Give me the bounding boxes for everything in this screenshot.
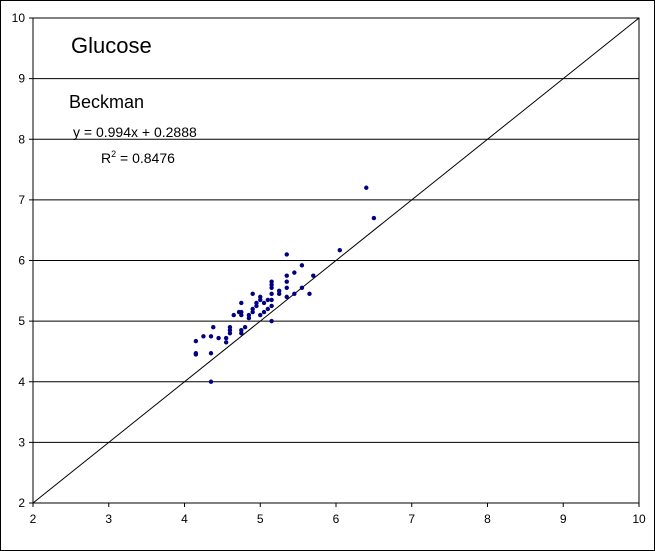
data-point [250, 291, 255, 297]
data-point [239, 309, 244, 315]
r-squared-prefix: R [101, 150, 111, 166]
data-point [242, 324, 248, 330]
data-point [254, 303, 259, 309]
r-squared-label: R2 = 0.8476 [101, 149, 175, 166]
data-point [269, 297, 274, 303]
x-tick-label: 8 [484, 512, 491, 526]
data-point [284, 252, 289, 257]
data-point [284, 285, 289, 290]
y-tick-label: 5 [18, 314, 25, 328]
y-tick-label: 6 [18, 254, 25, 268]
data-point [265, 306, 271, 312]
data-point [276, 288, 282, 294]
chart-subtitle: Beckman [69, 92, 144, 112]
data-point [227, 328, 233, 333]
data-point [337, 247, 342, 253]
identity-line [32, 17, 640, 504]
data-point [261, 300, 267, 306]
data-point [261, 309, 267, 315]
r-squared-superscript: 2 [111, 149, 116, 159]
axis-layer [29, 17, 640, 507]
data-point [208, 351, 214, 356]
data-point [258, 294, 263, 300]
data-point [246, 312, 252, 318]
regression-equation: y = 0.994x + 0.2888 [73, 124, 197, 140]
x-tick-label: 10 [632, 512, 646, 526]
data-point [299, 285, 305, 290]
data-point [284, 273, 289, 278]
y-tick-label: 9 [18, 72, 25, 86]
y-tick-label: 3 [18, 435, 25, 449]
data-point [231, 312, 236, 318]
data-point [265, 297, 271, 303]
data-point [311, 273, 316, 278]
tick-labels-layer: 2 3 4 5 6 7 8 9 10 2 3 4 5 6 7 8 9 10 [12, 11, 646, 526]
data-point [269, 291, 274, 297]
data-point [254, 300, 259, 306]
data-point [246, 315, 252, 321]
reference-line-layer [32, 17, 640, 504]
data-point [276, 291, 282, 297]
r-squared-value: = 0.8476 [116, 150, 175, 166]
data-point [292, 291, 297, 297]
x-tick-label: 2 [30, 512, 37, 526]
x-tick-label: 5 [257, 512, 264, 526]
data-point [208, 334, 214, 339]
chart-title: Glucose [71, 33, 152, 58]
data-point [258, 297, 263, 303]
y-tick-label: 10 [12, 11, 26, 25]
data-point [239, 328, 244, 333]
data-points-layer [193, 185, 377, 384]
data-point [269, 282, 274, 287]
data-point [216, 335, 221, 341]
y-tick-label: 2 [18, 496, 25, 510]
data-point [227, 324, 233, 330]
data-point [269, 279, 274, 284]
data-point [239, 300, 244, 306]
y-tick-label: 8 [18, 132, 25, 146]
y-tick-label: 4 [18, 375, 25, 389]
data-point [211, 324, 216, 330]
data-point [193, 338, 199, 344]
data-point [299, 263, 305, 268]
data-point [364, 185, 369, 190]
data-point [201, 334, 206, 339]
data-point [208, 379, 214, 384]
data-point [307, 291, 312, 297]
data-point [223, 335, 229, 341]
x-tick-label: 7 [408, 512, 415, 526]
x-tick-label: 6 [333, 512, 340, 526]
data-point [250, 309, 255, 315]
data-point [193, 352, 199, 357]
data-point [250, 306, 255, 312]
data-point [258, 312, 263, 318]
data-point [284, 279, 289, 284]
data-point [239, 331, 244, 336]
x-tick-label: 9 [560, 512, 567, 526]
data-point [269, 285, 274, 290]
data-point [269, 303, 274, 309]
x-tick-label: 3 [105, 512, 112, 526]
data-point [292, 270, 297, 275]
data-point [227, 331, 233, 336]
data-point [223, 340, 229, 345]
data-point [284, 294, 289, 300]
data-point [239, 312, 244, 318]
data-point [269, 318, 274, 324]
y-tick-label: 7 [18, 193, 25, 207]
data-point [371, 215, 377, 221]
x-tick-label: 4 [181, 512, 188, 526]
